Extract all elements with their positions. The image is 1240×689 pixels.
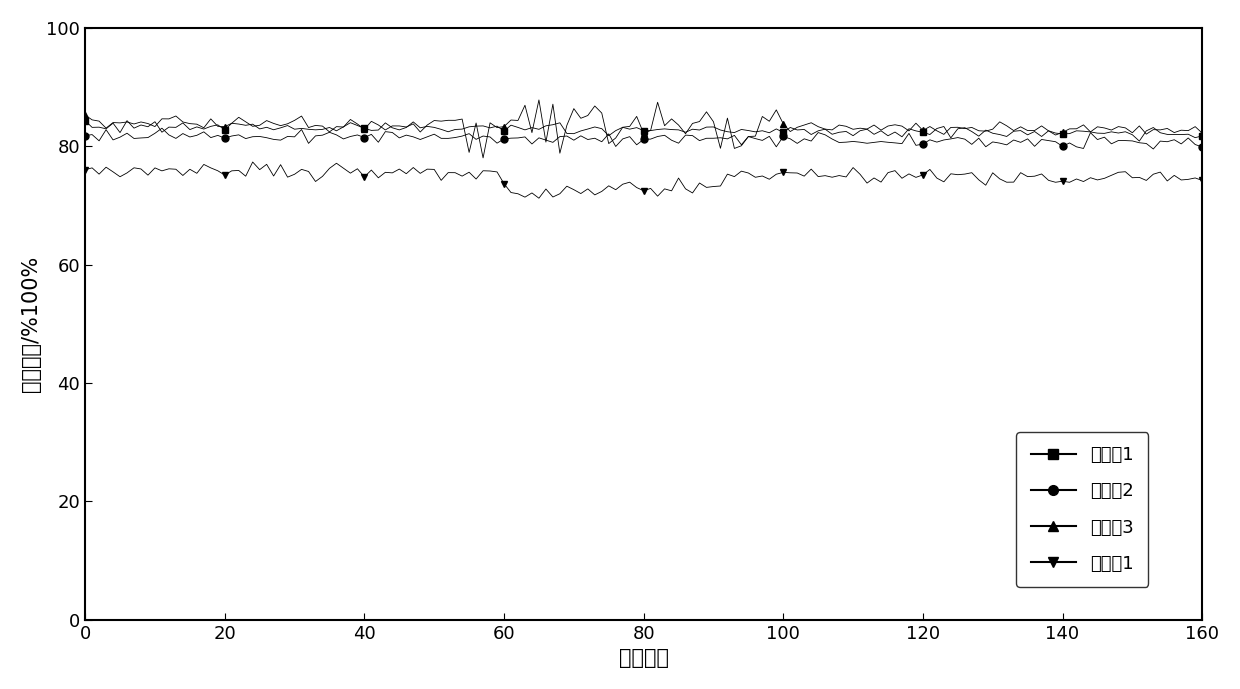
Legend: 实施例1, 实施例2, 实施例3, 对比例1: 实施例1, 实施例2, 实施例3, 对比例1 [1017,432,1148,587]
X-axis label: 循环次数: 循环次数 [619,648,668,668]
Y-axis label: 能量效率/%100%: 能量效率/%100% [21,256,41,392]
